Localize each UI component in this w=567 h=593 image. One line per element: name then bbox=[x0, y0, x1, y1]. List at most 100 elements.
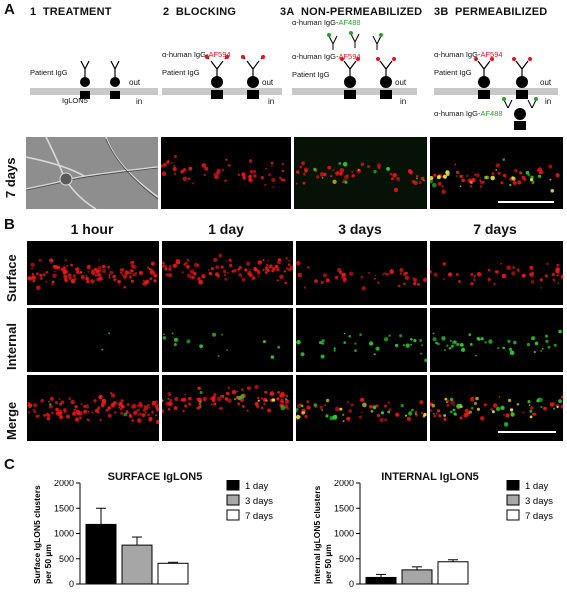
af594-label: AF594 bbox=[208, 50, 231, 59]
blocked-receptor-diagram bbox=[474, 57, 532, 99]
internal-3-days-image bbox=[296, 308, 427, 372]
surface-7-days-image bbox=[430, 241, 563, 305]
step-3a-label: NON-PERMEABILIZED bbox=[300, 6, 423, 18]
legend-swatch bbox=[226, 494, 240, 506]
step-3a-title: 3A NON-PERMEABILIZED bbox=[280, 6, 422, 18]
blocking-fluorescence-image bbox=[161, 137, 291, 209]
row-label-internal: Internal bbox=[4, 323, 19, 370]
out-label: out bbox=[540, 78, 552, 87]
legend-swatch bbox=[226, 509, 240, 521]
merge-7-days-image bbox=[430, 375, 563, 441]
y-tick-label: 1500 bbox=[334, 503, 354, 513]
time-header-7-days: 7 days bbox=[473, 221, 517, 237]
legend-swatch bbox=[226, 480, 240, 491]
merge-puncta bbox=[162, 384, 290, 413]
blocked-receptor-diagram bbox=[205, 55, 265, 99]
out-label: out bbox=[395, 78, 407, 87]
red-puncta bbox=[161, 154, 286, 188]
in-label: in bbox=[268, 97, 275, 106]
y-tick-label: 2000 bbox=[54, 480, 74, 488]
y-axis-label: Internal IgLON5 clustersper 50 µm bbox=[312, 485, 333, 584]
internal-7-days-image bbox=[430, 308, 563, 372]
legend-swatch bbox=[506, 480, 520, 491]
bar-7-days bbox=[157, 562, 189, 585]
scale-bar bbox=[498, 431, 556, 433]
bar-1-day bbox=[85, 523, 117, 585]
internal-puncta bbox=[101, 332, 110, 351]
surface-chart-title: SURFACE IgLON5 bbox=[107, 471, 203, 483]
y-tick-label: 500 bbox=[59, 554, 74, 564]
red-green-puncta bbox=[294, 137, 427, 209]
step-3b-num: 3B bbox=[434, 6, 449, 18]
bar-7-days bbox=[437, 561, 469, 585]
step-1-title: 1 TREATMENT bbox=[30, 6, 112, 18]
internal-1-day-image bbox=[162, 308, 293, 372]
in-label: in bbox=[545, 97, 552, 106]
surface-1-hour-image bbox=[27, 241, 159, 305]
patient-igg-label: Patient IgG bbox=[162, 68, 200, 77]
surface-3-days-image bbox=[296, 241, 427, 305]
panel-b-letter: B bbox=[4, 216, 15, 233]
internal-puncta bbox=[162, 332, 281, 359]
merge-puncta bbox=[27, 392, 159, 425]
legend-swatch bbox=[506, 509, 520, 521]
af488-label: AF488 bbox=[480, 109, 503, 118]
anti-igg-af488-label: α-human IgG-AF488 bbox=[434, 109, 503, 118]
phase-neurites bbox=[26, 137, 158, 209]
internal-puncta bbox=[296, 332, 427, 363]
step-2-title: 2 BLOCKING bbox=[163, 6, 236, 18]
legend-label: 7 days bbox=[245, 511, 273, 522]
surface-1-day-image bbox=[162, 241, 293, 305]
anti-prefix: α-human IgG- bbox=[434, 109, 481, 118]
step-3b-label: PERMEABILIZED bbox=[454, 6, 548, 18]
surface-puncta bbox=[27, 258, 158, 290]
time-header-1-hour: 1 hour bbox=[70, 221, 114, 237]
af594-label: AF594 bbox=[338, 52, 361, 61]
legend-label: 3 days bbox=[245, 496, 273, 507]
step-2-num: 2 bbox=[163, 6, 170, 18]
anti-igg-af594-label: α-human IgG-AF594 bbox=[162, 50, 231, 59]
row-label-surface: Surface bbox=[4, 254, 19, 302]
non-permeabilized-fluorescence-image bbox=[294, 137, 427, 209]
internal-1-hour-image bbox=[27, 308, 159, 372]
step-1-label: TREATMENT bbox=[42, 6, 112, 18]
legend-swatch bbox=[506, 494, 520, 506]
y-tick-label: 500 bbox=[339, 554, 354, 564]
bar-3-days bbox=[121, 544, 153, 585]
panel-a-letter: A bbox=[4, 1, 15, 18]
anti-prefix: α-human IgG- bbox=[434, 50, 481, 59]
surface-puncta bbox=[430, 262, 563, 289]
patient-igg-label: Patient IgG bbox=[292, 70, 330, 79]
out-label: out bbox=[129, 78, 141, 87]
time-header-1-day: 1 day bbox=[208, 221, 244, 237]
patient-igg-label: Patient IgG bbox=[30, 68, 68, 77]
y-tick-label: 0 bbox=[69, 579, 74, 589]
merge-puncta bbox=[430, 158, 560, 194]
anti-prefix: α-human IgG- bbox=[162, 50, 209, 59]
panel-c-letter: C bbox=[4, 456, 15, 473]
step-1-num: 1 bbox=[30, 6, 37, 18]
merge-3-days-image bbox=[296, 375, 427, 441]
y-axis-label: Surface IgLON5 clustersper 50 µm bbox=[32, 485, 53, 584]
patient-igg-label: Patient IgG bbox=[434, 68, 472, 77]
cell-membrane bbox=[434, 88, 558, 95]
blocked-receptor-diagram bbox=[340, 57, 396, 99]
anti-prefix: α-human IgG- bbox=[292, 52, 339, 61]
in-label: in bbox=[136, 97, 143, 106]
anti-igg-af488-label: α-human IgG-AF488 bbox=[292, 18, 361, 27]
legend-label: 1 day bbox=[525, 481, 548, 492]
bar-1-day bbox=[365, 576, 397, 585]
y-tick-label: 1500 bbox=[54, 503, 74, 513]
out-label: out bbox=[262, 78, 274, 87]
anti-igg-af594-label: α-human IgG-AF594 bbox=[292, 52, 361, 61]
time-header-3-days: 3 days bbox=[338, 221, 382, 237]
internal-iglon5-chart: Internal IgLON5 clustersper 50 µm 0 500 100… bbox=[312, 480, 553, 589]
anti-prefix: α-human IgG- bbox=[292, 18, 339, 27]
row-label-merge: Merge bbox=[4, 401, 19, 440]
internal-chart-title: INTERNAL IgLON5 bbox=[381, 471, 479, 483]
internal-puncta bbox=[432, 329, 562, 357]
in-label: in bbox=[400, 97, 407, 106]
bar-3-days bbox=[401, 569, 433, 585]
merge-1-day-image bbox=[162, 375, 293, 441]
y-tick-label: 1000 bbox=[334, 529, 354, 539]
